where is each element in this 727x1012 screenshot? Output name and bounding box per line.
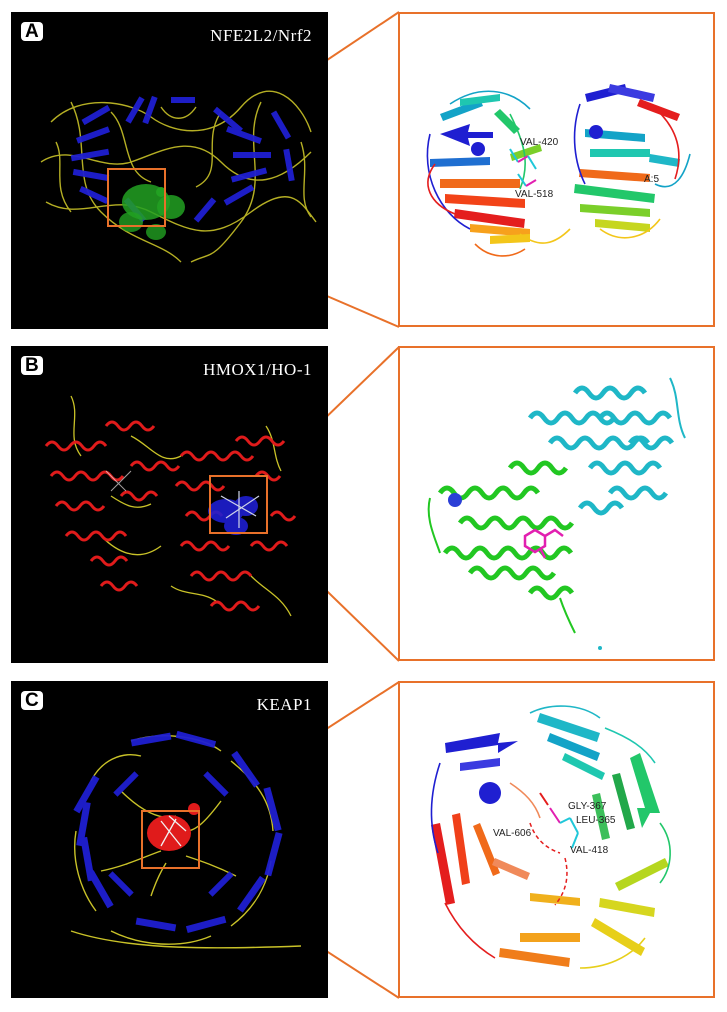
- panel-c-overview: C KEAP1: [11, 681, 328, 998]
- panel-b-zoom: [398, 346, 715, 661]
- protein-name-c: KEAP1: [256, 695, 312, 714]
- panel-c-zoom: VAL-606 GLY-367 LEU-365 VAL-418: [398, 681, 715, 998]
- zoom-box-b: [209, 475, 268, 534]
- panel-b-zoom-structure: [427, 377, 686, 650]
- panel-b-structure: [44, 395, 297, 617]
- panel-letter-c: C: [21, 691, 43, 710]
- residue-label: VAL-420: [520, 137, 559, 148]
- panel-c-structure: [70, 730, 302, 949]
- residue-label: GLY-367: [568, 801, 607, 812]
- zoom-box-c: [141, 810, 200, 869]
- panel-a-zoom: VAL-420 VAL-518 A:5: [398, 12, 715, 327]
- protein-name-a: NFE2L2/Nrf2: [210, 26, 312, 45]
- zoom-box-a: [107, 168, 166, 227]
- residue-label: VAL-606: [493, 828, 532, 839]
- panel-a-zoom-structure: VAL-420 VAL-518 A:5: [426, 84, 691, 257]
- residue-label: A:5: [644, 174, 659, 185]
- panel-b-overview: B HMOX1/HO-1: [11, 346, 328, 663]
- panel-a-overview: A NFE2L2/Nrf2: [11, 12, 328, 329]
- panel-letter-b: B: [21, 356, 43, 375]
- residue-label: LEU-365: [576, 815, 616, 826]
- residue-label: VAL-518: [515, 189, 554, 200]
- protein-name-b: HMOX1/HO-1: [203, 360, 312, 379]
- panel-c-zoom-structure: VAL-606 GLY-367 LEU-365 VAL-418: [430, 705, 671, 969]
- residue-label: VAL-418: [570, 845, 609, 856]
- panel-a-structure: [40, 90, 317, 263]
- panel-letter-a: A: [21, 22, 43, 41]
